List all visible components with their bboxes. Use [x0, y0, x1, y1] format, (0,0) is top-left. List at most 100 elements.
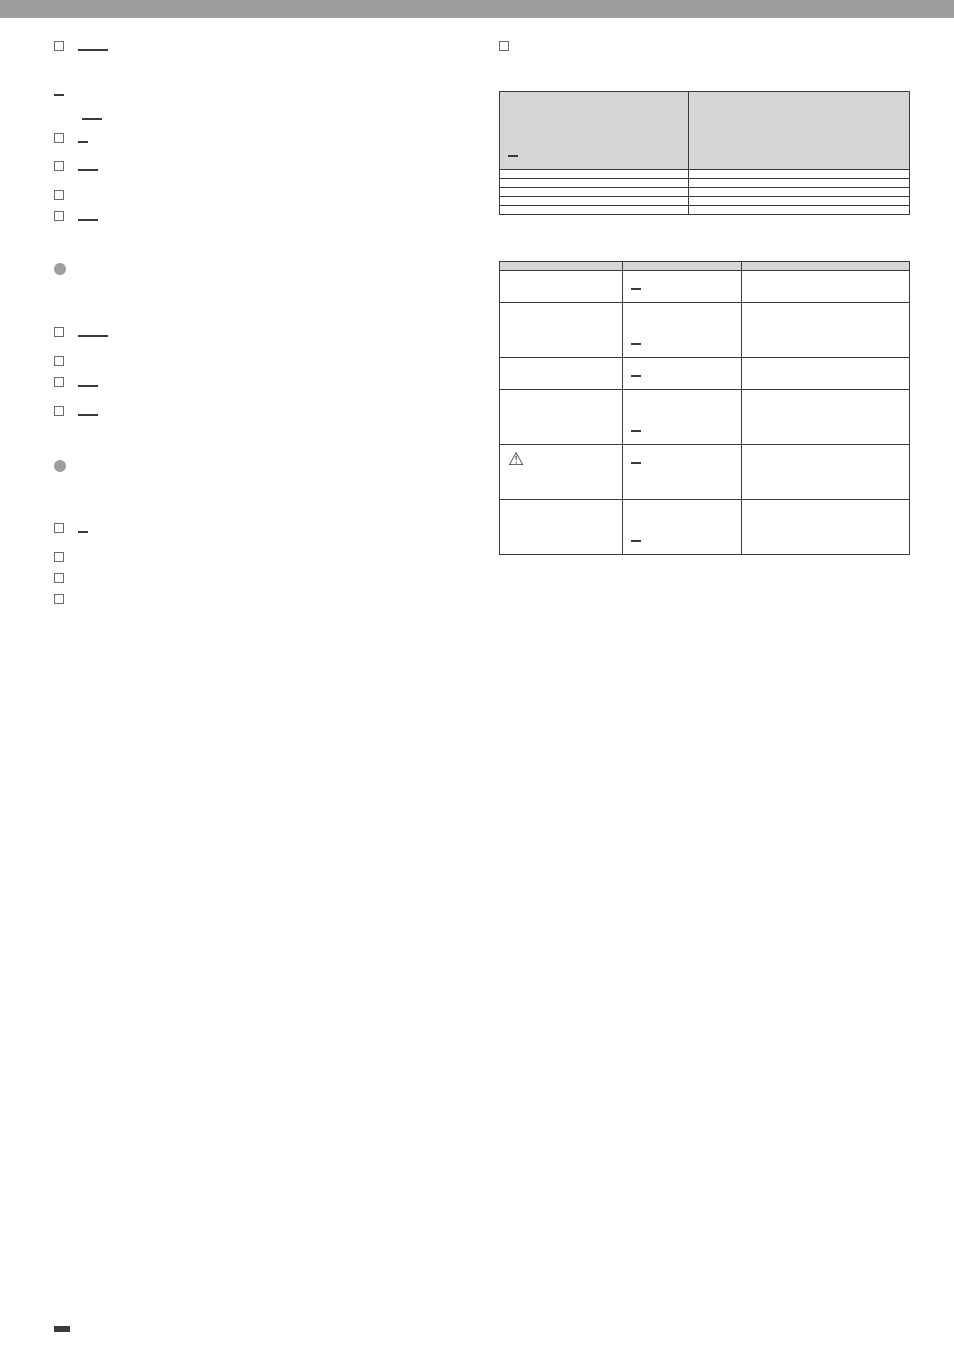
bullet-icon [54, 406, 64, 416]
fx-h [500, 262, 623, 271]
fx-acc [623, 303, 742, 358]
section-header [0, 0, 954, 18]
ref-num [98, 335, 108, 337]
bullet-icon [54, 523, 64, 533]
function-table: ⚠ [499, 261, 910, 554]
fx-app [741, 390, 909, 445]
t [78, 547, 465, 562]
speed-table [499, 91, 910, 215]
bullet-icon [54, 211, 64, 221]
insertion-b4 [54, 206, 465, 229]
fx-acc [623, 499, 742, 554]
page-footer [0, 1319, 954, 1338]
t [78, 185, 465, 200]
switching-heading [54, 257, 465, 310]
fx-caution-cell: ⚠ [500, 444, 623, 499]
insertion-b2 [54, 156, 465, 179]
spd-mat [688, 205, 909, 214]
ref-num [631, 288, 641, 290]
spd-num [500, 178, 689, 187]
ref-num [78, 169, 88, 171]
t [78, 589, 465, 604]
fx-h [741, 262, 909, 271]
on-b2 [54, 351, 465, 366]
fx-app [741, 358, 909, 390]
spd-mat [688, 169, 909, 178]
bullet-icon [54, 377, 64, 387]
fx-acc [623, 444, 742, 499]
off-b1 [54, 401, 465, 424]
spd-mat [688, 196, 909, 205]
fx-acc [623, 271, 742, 303]
fx-app [741, 444, 909, 499]
adv-b4 [54, 589, 465, 604]
t [78, 206, 465, 229]
fx-fn [500, 499, 623, 554]
t [78, 322, 465, 345]
spd-h2 [688, 92, 909, 170]
t [78, 351, 465, 366]
insertion-b1 [54, 128, 465, 151]
t [78, 156, 465, 179]
ref-num [78, 335, 88, 337]
insertion-heading [54, 79, 465, 105]
ref-num [88, 385, 98, 387]
t [78, 401, 465, 424]
bullet-icon [54, 133, 64, 143]
bullet-icon [54, 356, 64, 366]
t [78, 518, 465, 541]
advice-heading [54, 454, 465, 507]
adv-b3 [54, 568, 465, 583]
fx-fn [500, 303, 623, 358]
fx-fn [500, 271, 623, 303]
bullet-icon [499, 41, 509, 51]
spd-h1 [500, 92, 689, 170]
on-b3 [54, 372, 465, 395]
ref-num [88, 414, 98, 416]
ref-num [88, 49, 98, 51]
ref-num [82, 118, 92, 120]
ref-num [88, 219, 98, 221]
ref-num [98, 49, 108, 51]
spd-num [500, 169, 689, 178]
ref-num [78, 414, 88, 416]
spd-num [500, 205, 689, 214]
t [78, 568, 465, 583]
ref-num [54, 94, 64, 96]
fx-app [741, 499, 909, 554]
insertion-b3 [54, 185, 465, 200]
on-b1 [54, 322, 465, 345]
ref-num [88, 335, 98, 337]
ref-num [78, 141, 88, 143]
bullet-icon [54, 161, 64, 171]
adv-b1 [54, 518, 465, 541]
adv-b2 [54, 547, 465, 562]
ref-num [88, 169, 98, 171]
t [78, 372, 465, 395]
page-number [900, 1319, 908, 1338]
t [523, 36, 910, 51]
ref-num [92, 118, 102, 120]
bullet-icon [54, 190, 64, 200]
fx-h [623, 262, 742, 271]
bullet-icon [54, 573, 64, 583]
fx-heading [499, 233, 910, 256]
spd-num [500, 196, 689, 205]
bullet-dot-icon [54, 263, 66, 275]
ref-num [631, 375, 641, 377]
page-body: ⚠ [0, 18, 954, 610]
fx-app [741, 271, 909, 303]
ref-num [78, 531, 88, 533]
intro-text [78, 36, 465, 59]
right-top-bullet [499, 36, 910, 51]
spd-mat [688, 187, 909, 196]
bullet-icon [54, 552, 64, 562]
intro-bullet [54, 36, 465, 59]
ref-num [78, 49, 88, 51]
spd-num [500, 187, 689, 196]
ref-num [78, 385, 88, 387]
left-column [54, 36, 465, 610]
ref-num [508, 155, 518, 157]
warning-icon: ⚠ [508, 450, 524, 468]
t [78, 128, 465, 151]
